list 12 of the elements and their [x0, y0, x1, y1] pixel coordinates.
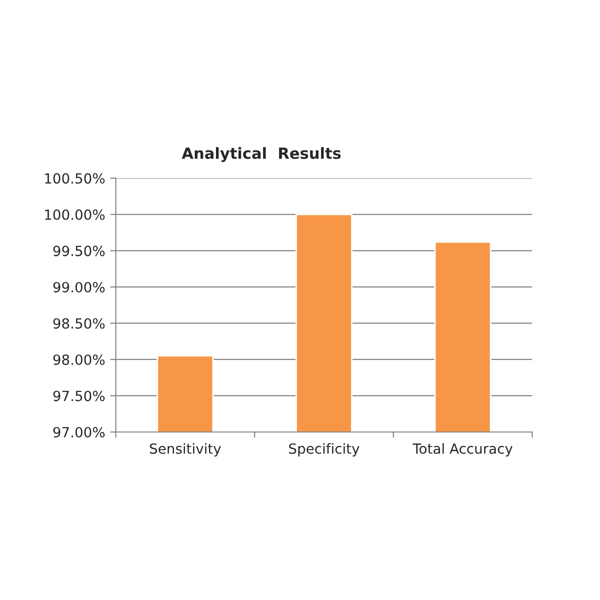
y-tick-label: 99.00%: [53, 282, 105, 292]
x-tick-label: Sensitivity: [150, 443, 221, 457]
y-tick-label: 98.00%: [53, 354, 105, 365]
x-tick-label: Total Accuracy: [412, 443, 513, 457]
y-tick-label: 97.50%: [53, 390, 105, 402]
y-tick-label: 100.00%: [45, 209, 105, 220]
y-tick-label: 97.00%: [53, 426, 105, 438]
y-tick-label: 99.50%: [53, 246, 105, 256]
x-tick-label: Specificity: [289, 443, 360, 457]
y-tick-label: 100.50%: [45, 173, 105, 184]
y-tick-label: 98.50%: [53, 318, 105, 329]
chart-title: Analytical Results: [182, 147, 341, 162]
